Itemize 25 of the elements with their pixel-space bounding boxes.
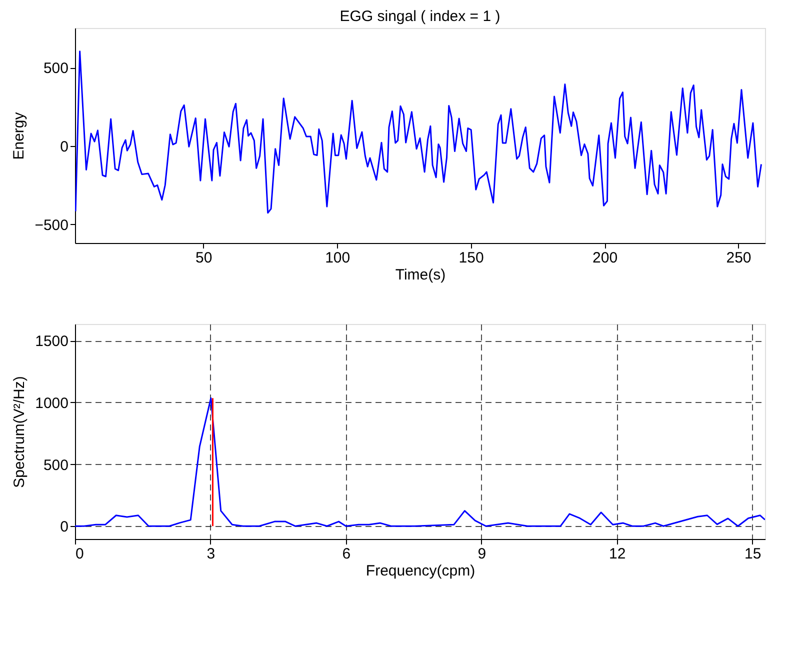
y-tick-label: 500 [43,456,68,474]
x-tick-label: 12 [609,546,626,562]
y-tick-label: 500 [43,60,68,78]
x-axis-title: Time(s) [395,266,446,284]
y-tick-label: 1500 [35,333,68,350]
x-tick-label: 150 [458,250,484,266]
y-tick-label: 0 [60,518,68,536]
x-tick-label: 0 [76,546,84,562]
x-tick-label: 250 [726,250,752,266]
x-tick-label: 9 [478,546,486,562]
y-tick-label: 1000 [35,394,68,412]
y-tick-label: −500 [34,216,68,234]
line-series [75,397,765,527]
x-tick-label: 200 [592,250,618,266]
line-series [75,50,762,214]
x-tick-label: 100 [325,250,350,266]
x-tick-label: 3 [206,546,216,562]
chart-title: EGG singal ( index = 1 ) [340,8,500,25]
y-axis-title: Spectrum(V²/Hz) [11,376,28,488]
x-tick-label: 6 [342,546,351,562]
x-tick-label: 50 [196,250,212,266]
x-tick-label: 15 [744,546,762,562]
y-axis-title: Energy [10,112,28,160]
x-axis-title: Frequency(cpm) [366,562,476,580]
y-tick-label: 0 [60,138,68,156]
